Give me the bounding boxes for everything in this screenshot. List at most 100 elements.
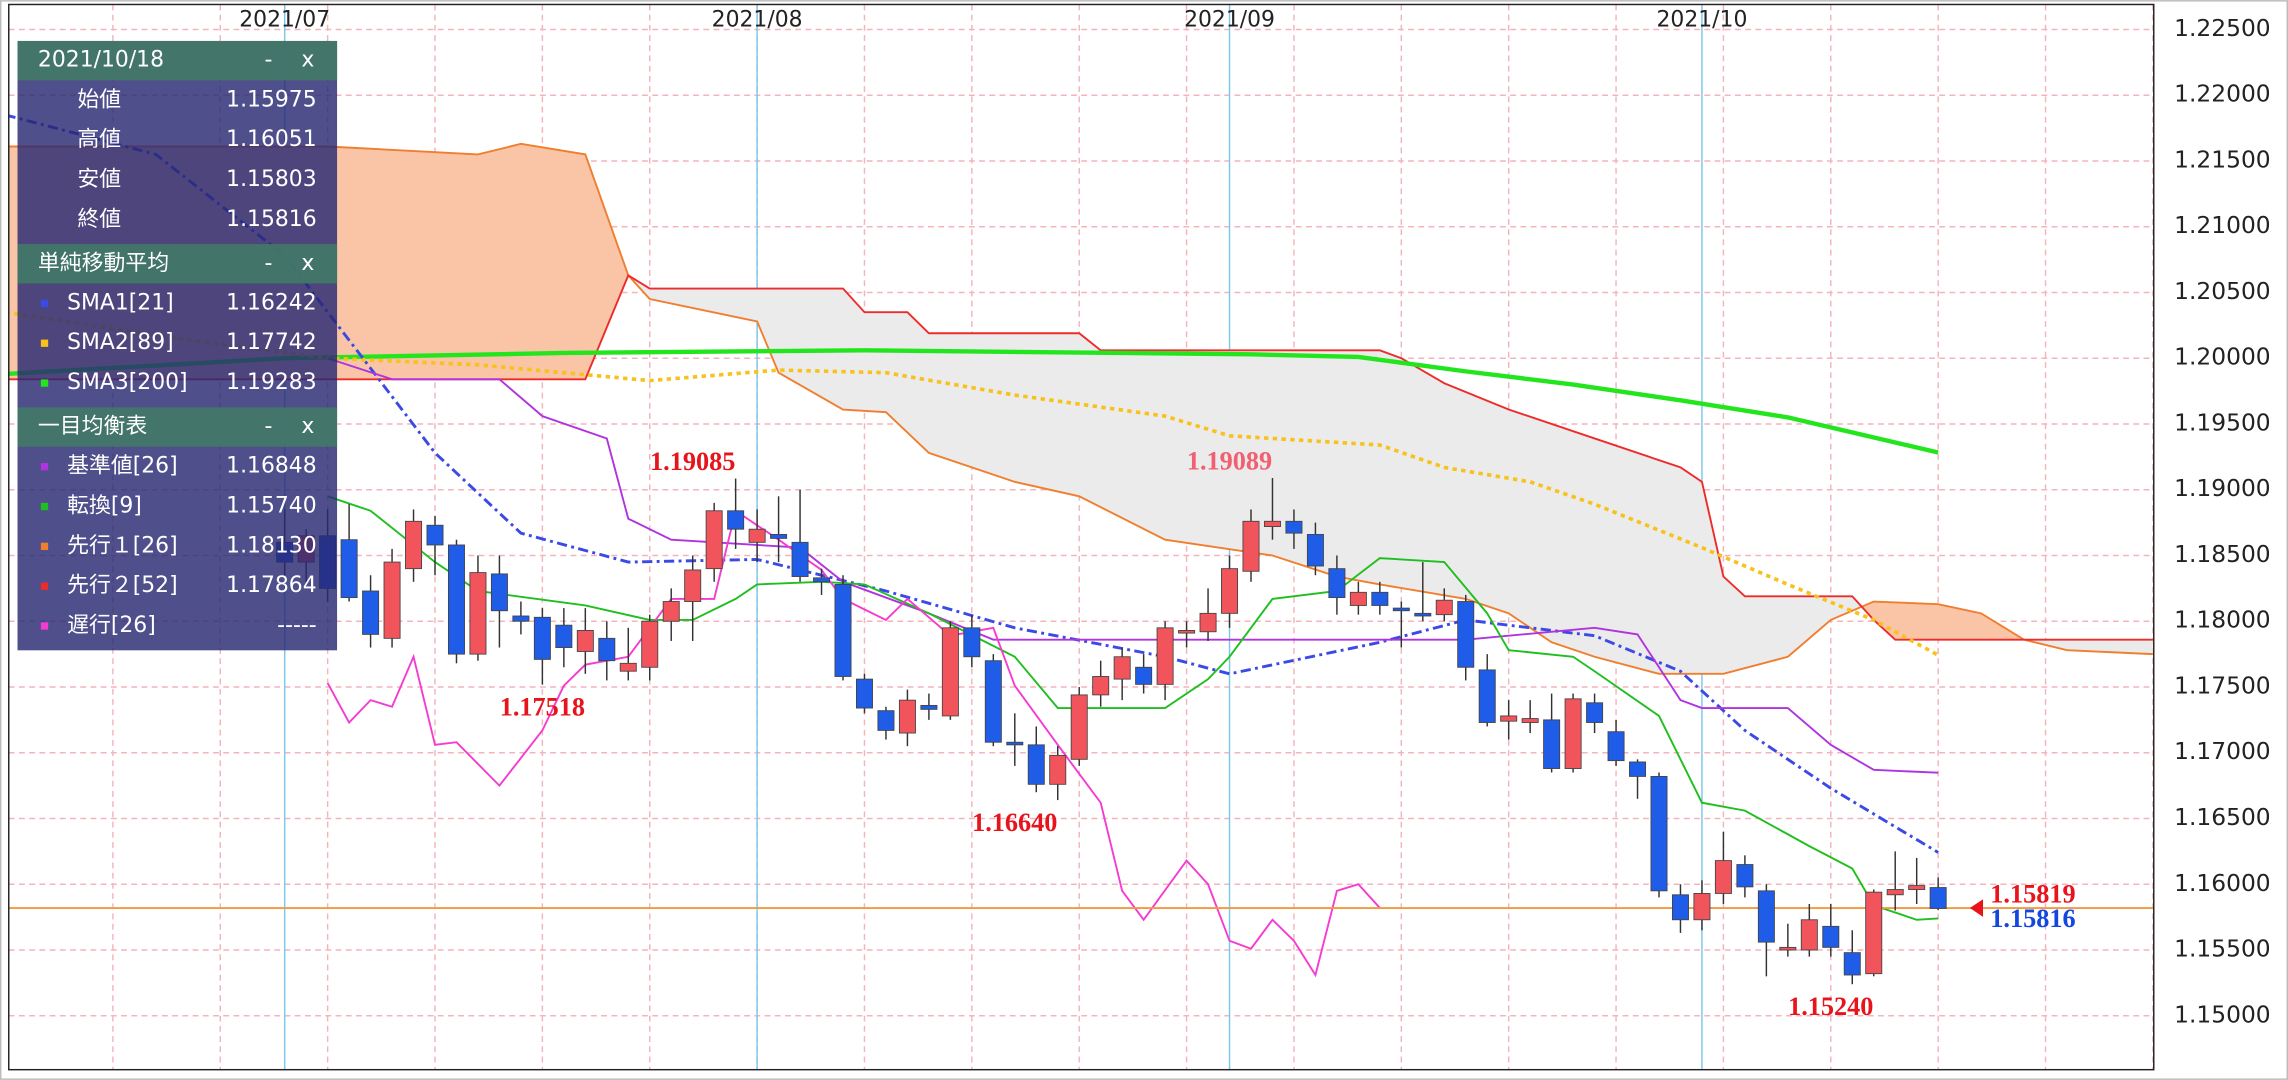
candle-body — [770, 534, 788, 539]
close-button[interactable]: x — [301, 414, 314, 439]
panel-label: 終値 — [77, 207, 121, 232]
close-button[interactable]: x — [301, 251, 314, 276]
current-price-label: 1.15816 — [1990, 904, 2075, 933]
candle-body — [1564, 698, 1582, 769]
candle-body — [1908, 885, 1926, 890]
panel-value: 1.19283 — [226, 370, 316, 395]
candle-body — [576, 630, 594, 652]
line-sma1 — [8, 114, 1939, 854]
current-price-label: 1.15819 — [1990, 879, 2075, 908]
panel-label: 安値 — [77, 167, 121, 192]
candle-body — [813, 577, 831, 583]
legend-swatch — [40, 299, 49, 308]
panel-label: 高値 — [77, 127, 121, 152]
y-tick-label: 1.21500 — [2174, 145, 2270, 173]
y-tick-label: 1.21000 — [2174, 211, 2270, 239]
candle-body — [1371, 591, 1389, 606]
candle-body — [1392, 607, 1410, 612]
candle-body — [426, 524, 444, 546]
candle-body — [855, 678, 873, 709]
panel-value: 1.15740 — [226, 494, 316, 519]
panel-value: 1.15816 — [226, 207, 316, 232]
candle-body — [1500, 715, 1518, 722]
line-kijun — [327, 357, 1939, 774]
line-sma3 — [8, 348, 1939, 455]
extreme-label: 1.17518 — [500, 692, 585, 721]
candle-body — [598, 637, 616, 662]
panel-value: 1.17742 — [226, 330, 316, 355]
panel-label: SMA1[21] — [67, 290, 174, 315]
candle-body — [619, 662, 637, 672]
panel-title: 単純移動平均 — [38, 251, 169, 276]
candle-body — [1285, 520, 1303, 534]
candle-body — [1092, 676, 1110, 696]
candle-body — [1263, 520, 1281, 527]
y-tick-label: 1.19500 — [2174, 408, 2270, 436]
candle-body — [1156, 627, 1174, 685]
y-tick-label: 1.15500 — [2174, 935, 2270, 963]
legend-swatch — [40, 502, 49, 511]
y-tick-label: 1.16000 — [2174, 869, 2270, 897]
panel-value: 1.16242 — [226, 290, 316, 315]
y-tick-label: 1.20000 — [2174, 343, 2270, 371]
y-tick-label: 1.18500 — [2174, 540, 2270, 568]
candle-body — [1070, 694, 1088, 760]
price-marker — [1969, 899, 1984, 917]
extreme-label: 1.19089 — [1187, 446, 1272, 475]
panel-label: 転換[9] — [67, 494, 142, 519]
candle-body — [791, 541, 809, 577]
candle-body — [512, 615, 530, 622]
candle-body — [1457, 601, 1475, 668]
candle-body — [1843, 952, 1861, 976]
candle-body — [748, 528, 766, 543]
panel-value: 1.17864 — [226, 573, 316, 598]
panel-value: 1.18130 — [226, 533, 316, 558]
candle-body — [1306, 534, 1324, 567]
legend-swatch — [40, 622, 49, 630]
candle-body — [662, 601, 680, 622]
candle-body — [984, 660, 1002, 743]
y-tick-label: 1.22000 — [2174, 80, 2270, 108]
legend-swatch — [40, 379, 49, 387]
candle-body — [877, 710, 895, 731]
line-senkou-a — [8, 142, 2153, 675]
candle-body — [1543, 719, 1561, 769]
collapse-button[interactable]: - — [265, 414, 273, 439]
x-tick-label: 2021/07 — [239, 8, 330, 33]
collapse-button[interactable]: - — [265, 48, 273, 73]
y-tick-label: 1.17500 — [2174, 671, 2270, 699]
plot-frame — [8, 3, 2155, 1071]
candle-body — [405, 520, 423, 570]
candle-body — [362, 590, 380, 635]
panel-value: 1.16051 — [226, 127, 316, 152]
candle-body — [1113, 656, 1131, 680]
candle-body — [1650, 775, 1668, 892]
panel-label: SMA3[200] — [67, 370, 187, 395]
candle-body — [641, 620, 659, 668]
panel-title: 2021/10/18 — [38, 48, 164, 73]
info-panel: 2021/10/18 - x 始値 1.15975 高値 1.16051 安値 1.15803 終… — [17, 40, 338, 651]
y-tick-label: 1.17000 — [2174, 737, 2270, 765]
close-button[interactable]: x — [301, 48, 314, 73]
panel-label: 先行２[52] — [67, 573, 178, 598]
panel-label: SMA2[89] — [67, 330, 174, 355]
candle-body — [1049, 754, 1067, 785]
candle-body — [963, 627, 981, 658]
candle-body — [533, 616, 551, 660]
candle-body — [1221, 568, 1239, 614]
candle-body — [705, 510, 723, 570]
panel-header — [17, 407, 338, 447]
candle-body — [1714, 860, 1732, 894]
panel-value: 1.15975 — [226, 87, 316, 112]
candle-body — [490, 573, 508, 612]
y-tick-label: 1.20500 — [2174, 277, 2270, 305]
collapse-button[interactable]: - — [265, 251, 273, 276]
extreme-label: 1.19085 — [650, 447, 735, 476]
candle-body — [1779, 946, 1797, 951]
y-tick-label: 1.16500 — [2174, 803, 2270, 831]
y-tick-label: 1.15000 — [2174, 1000, 2270, 1028]
panel-label: 基準値[26] — [67, 454, 178, 479]
candle-body — [1929, 887, 1947, 909]
